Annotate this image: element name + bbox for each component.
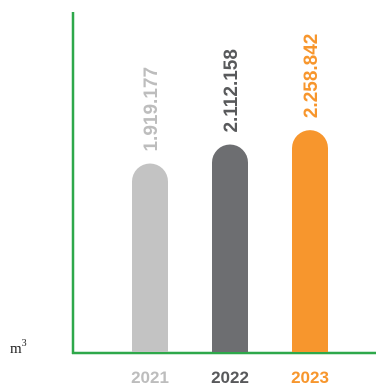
value-label-group: 1.919.177 2.112.158 2.258.842 xyxy=(141,34,322,152)
unit-label: m3 xyxy=(10,338,27,357)
unit-base: m xyxy=(10,341,22,357)
value-label-2023: 2.258.842 xyxy=(301,34,322,119)
unit-superscript: 3 xyxy=(22,338,27,349)
value-label-2022: 2.112.158 xyxy=(221,49,242,132)
value-label-2021: 1.919.177 xyxy=(141,67,162,152)
category-label-group: 2021 2022 2023 xyxy=(131,368,329,387)
bar-2022 xyxy=(212,144,248,352)
bar-group xyxy=(132,130,328,352)
category-label-2022: 2022 xyxy=(211,368,249,387)
category-label-2021: 2021 xyxy=(131,368,169,387)
bar-2021 xyxy=(132,163,168,352)
bar-2023 xyxy=(292,130,328,352)
category-label-2023: 2023 xyxy=(291,368,329,387)
